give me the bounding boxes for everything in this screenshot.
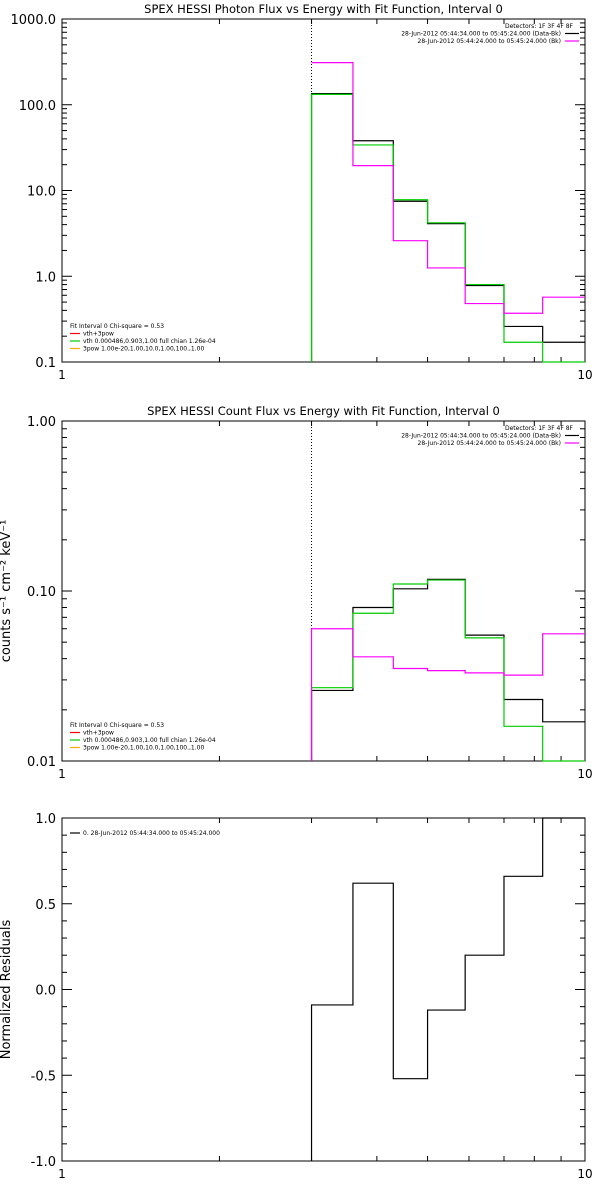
series-line-2 xyxy=(310,579,585,762)
x-tick-label: 1 xyxy=(58,1167,66,1181)
y-tick-label: -1.0 xyxy=(31,1155,56,1170)
y-tick-label: 1.0 xyxy=(35,270,56,285)
fit-legend-entry: vth 0.000486,0.903,1.00 full chian 1.26e… xyxy=(83,737,216,744)
y-tick-label: 1.00 xyxy=(27,415,56,430)
y-tick-label: 1.0 xyxy=(35,812,56,827)
series-line-3 xyxy=(310,628,585,761)
fit-legend-entry: vth+3pow xyxy=(83,730,114,737)
plot-frame xyxy=(61,817,586,1162)
fit-legend-title: Fit Interval 0 Chi-square = 0.53 xyxy=(70,323,164,330)
plot-frame xyxy=(61,420,586,762)
fit-legend-entry: vth 0.000486,0.903,1.00 full chian 1.26e… xyxy=(83,338,216,345)
fit-legend-entry: 3pow 1.00e-20,1.00,10.0,1.00,100.,1.00 xyxy=(83,745,204,752)
series-line-3 xyxy=(311,62,585,314)
legend-entry: 28-Jun-2012 05:44:24.000 to 05:45:24.000… xyxy=(418,38,561,45)
y-tick-label: 1000.0 xyxy=(11,13,57,28)
y-tick-label: 100.0 xyxy=(19,99,56,114)
legend-entry: 0. 28-Jun-2012 05:44:34.000 to 05:45:24.… xyxy=(83,830,220,837)
chart-title: SPEX HESSI Count Flux vs Energy with Fit… xyxy=(147,404,500,418)
legend-entry: 28-Jun-2012 05:44:24.000 to 05:45:24.000… xyxy=(418,440,561,447)
y-tick-label: 0.0 xyxy=(35,984,56,999)
y-tick-label: 0.1 xyxy=(35,356,56,371)
chart-title: SPEX HESSI Photon Flux vs Energy with Fi… xyxy=(144,2,503,16)
legend-detectors: Detectors: 1F 3F 4F 8F xyxy=(505,23,574,30)
chart-panel-2: SPEX HESSI Count Flux vs Energy with Fit… xyxy=(0,404,593,781)
fit-legend-entry: 3pow 1.00e-20,1.00,10.0,1.00,100.,1.00 xyxy=(83,346,204,353)
x-tick-label: 10 xyxy=(577,767,592,781)
x-tick-label: 1 xyxy=(58,368,66,382)
plot-frame xyxy=(61,18,586,363)
chart-panel-3: 1 10 -1.0 -0.5 0.0 0.5 1.0 Normalized Residuals… xyxy=(0,812,593,1181)
legend-detectors: Detectors: 1F 3F 4F 8F xyxy=(505,425,574,432)
fit-legend-title: Fit Interval 0 Chi-square = 0.53 xyxy=(70,722,164,729)
x-tick-label: 1 xyxy=(58,767,66,781)
y-tick-label: -0.5 xyxy=(31,1069,56,1084)
series-line-1 xyxy=(310,817,585,1161)
y-tick-label: 0.01 xyxy=(27,755,56,770)
y-axis-label: Normalized Residuals xyxy=(0,920,14,1060)
x-tick-label: 10 xyxy=(577,1167,592,1181)
y-tick-label: 10.0 xyxy=(27,185,56,200)
x-tick-label: 10 xyxy=(577,368,592,382)
y-tick-label: 0.10 xyxy=(27,585,56,600)
y-tick-label: 0.5 xyxy=(35,898,56,913)
y-axis-label: counts s⁻¹ cm⁻² keV⁻¹ xyxy=(0,520,14,663)
chart-panel-1: SPEX HESSI Photon Flux vs Energy with Fi… xyxy=(11,2,593,382)
legend-entry: 28-Jun-2012 05:44:34.000 to 05:45:24.000… xyxy=(401,433,561,440)
fit-legend-entry: vth+3pow xyxy=(83,331,114,338)
legend-entry: 28-Jun-2012 05:44:34.000 to 05:45:24.000… xyxy=(401,31,561,38)
